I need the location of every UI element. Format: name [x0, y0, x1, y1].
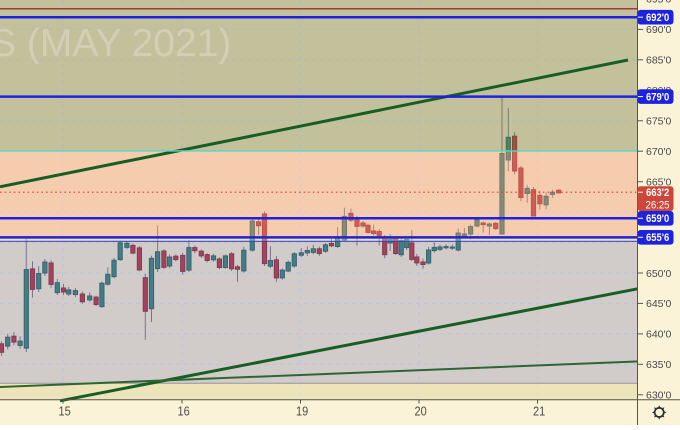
svg-text:S (MAY 2021): S (MAY 2021): [0, 22, 231, 65]
svg-text:26:25: 26:25: [646, 199, 670, 211]
svg-text:655'6: 655'6: [646, 232, 669, 244]
svg-text:690'0: 690'0: [646, 24, 672, 36]
svg-text:630'0: 630'0: [646, 390, 672, 402]
svg-text:695'0: 695'0: [646, 0, 672, 6]
svg-text:679'0: 679'0: [646, 92, 669, 104]
svg-text:685'0: 685'0: [646, 55, 672, 67]
svg-text:663'2: 663'2: [646, 187, 669, 199]
svg-text:675'0: 675'0: [646, 116, 672, 128]
svg-text:665'0: 665'0: [646, 177, 672, 189]
svg-text:20: 20: [415, 404, 427, 418]
svg-text:640'0: 640'0: [646, 329, 672, 341]
svg-text:645'0: 645'0: [646, 298, 672, 310]
svg-text:21: 21: [533, 404, 545, 418]
svg-text:16: 16: [178, 404, 190, 418]
svg-text:670'0: 670'0: [646, 146, 672, 158]
svg-text:15: 15: [59, 404, 71, 418]
svg-text:635'0: 635'0: [646, 359, 672, 371]
svg-text:659'0: 659'0: [646, 213, 669, 225]
svg-text:692'0: 692'0: [646, 12, 669, 24]
svg-text:650'0: 650'0: [646, 268, 672, 280]
svg-text:19: 19: [296, 404, 308, 418]
